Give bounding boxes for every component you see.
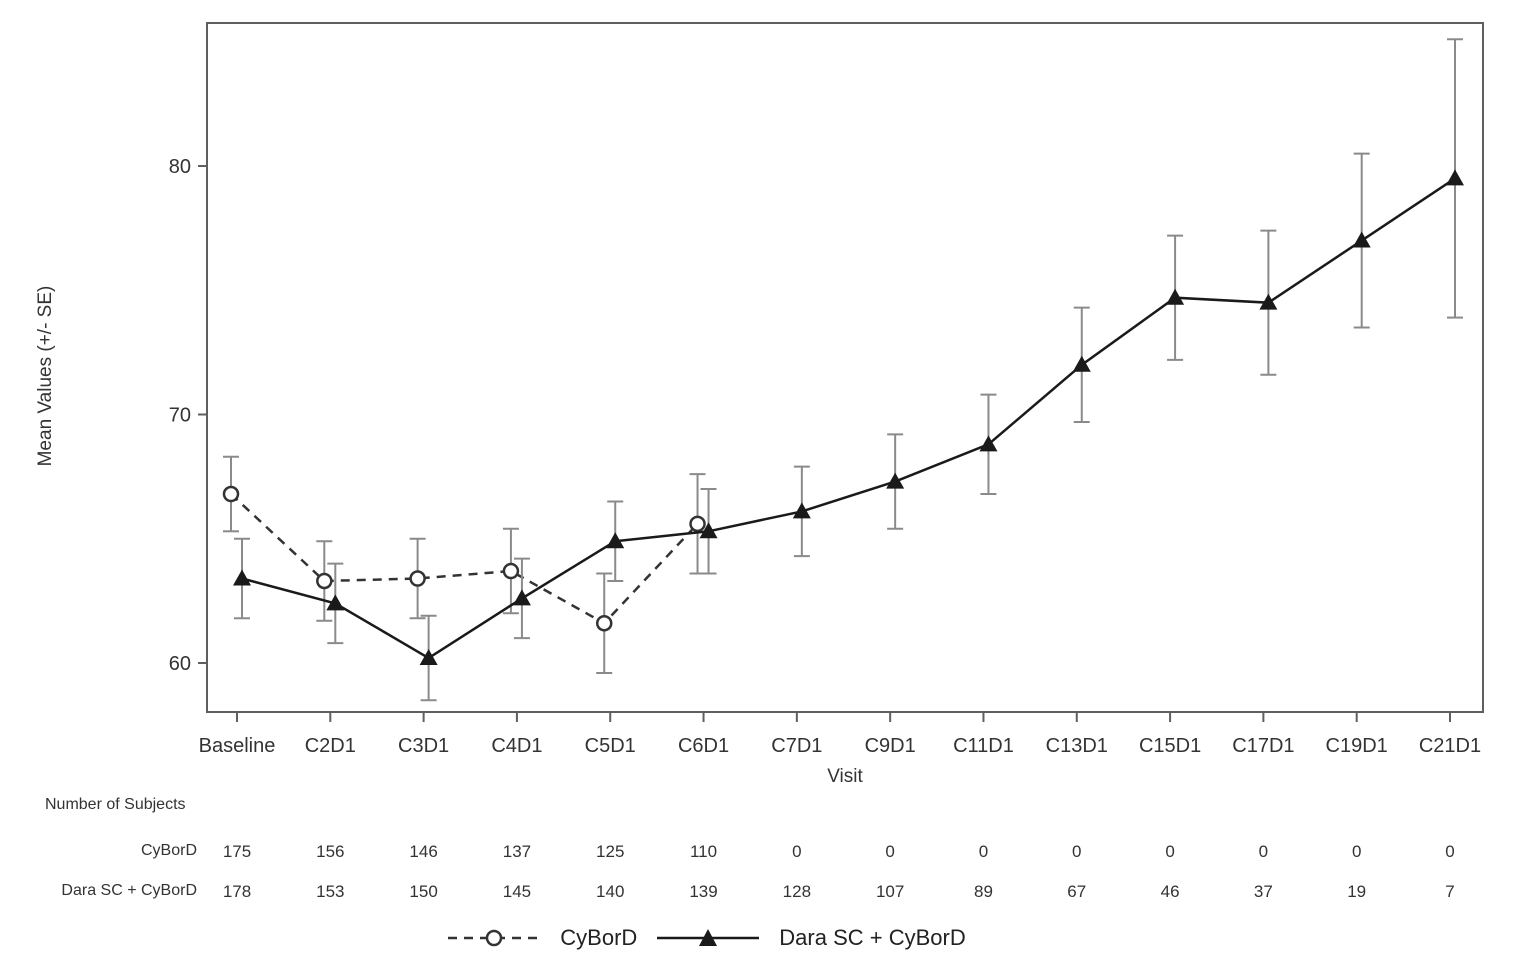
subject-count-cell: 110 [690,842,717,861]
x-tick-label: C15D1 [1139,735,1201,757]
subject-count-cell: 145 [503,882,531,901]
subject-count-cell: 178 [223,882,251,901]
x-tick-label: C2D1 [305,735,356,757]
cybord-legend-key [448,929,541,947]
open-circle-marker [595,614,613,632]
filled-triangle-marker [1352,231,1371,248]
subjects-table-header: Number of Subjects [45,796,186,813]
subjects-row-label-dara: Dara SC + CyBorD [61,882,197,899]
filled-triangle-marker [419,649,438,666]
open-circle-marker [316,572,333,590]
filled-triangle-marker [1166,288,1185,305]
subject-count-cell: 139 [689,882,717,901]
subject-count-cell: 137 [503,842,531,861]
x-tick-label: C11D1 [953,735,1014,757]
y-tick-label: 60 [169,653,191,675]
subject-count-cell: 0 [1352,842,1361,861]
legend-label-dara: Dara SC + CyBorD [779,925,966,950]
subjects-row-label-cybord: CyBorD [140,842,197,859]
filled-triangle-marker [792,502,811,519]
subject-count-cell: 0 [1165,842,1174,861]
filled-triangle-marker [233,569,251,586]
x-tick-label: Baseline [199,735,276,757]
y-tick-label: 80 [169,156,191,178]
subject-count-cell: 67 [1067,882,1086,901]
subject-count-cell: 175 [223,842,251,861]
subject-count-cell: 0 [979,842,988,861]
subject-count-cell: 19 [1347,882,1366,901]
legend-label-cybord: CyBorD [560,925,638,950]
dara-legend-key [657,929,760,946]
x-tick-label: C6D1 [678,735,729,757]
filled-triangle-marker [326,594,345,611]
subject-count-cell: 46 [1161,882,1180,901]
subject-count-cell: 128 [783,882,811,901]
subject-count-cell: 107 [876,882,904,901]
subject-count-cell: 7 [1445,882,1454,901]
subject-count-cell: 0 [1259,842,1268,861]
filled-triangle-marker [1072,355,1091,372]
plot-frame [206,22,1484,713]
filled-triangle-marker [512,589,531,606]
filled-triangle-icon [699,929,718,946]
subject-count-cell: 0 [1445,842,1454,861]
y-axis-label: Mean Values (+/- SE) [35,285,56,467]
filled-triangle-marker [1446,169,1464,186]
subject-count-cell: 156 [316,842,344,861]
subject-count-cell: 0 [792,842,801,861]
filled-triangle-marker [699,522,718,539]
subject-count-cell: 0 [1072,842,1081,861]
subject-count-cell: 146 [409,842,437,861]
filled-triangle-marker [979,435,998,452]
filled-triangle-marker [606,532,625,549]
subject-count-cell: 89 [974,882,993,901]
x-tick-label: C21D1 [1419,735,1481,757]
x-tick-label: C17D1 [1232,735,1294,757]
subject-count-cell: 150 [409,882,437,901]
filled-triangle-marker [886,472,905,489]
x-axis-label: Visit [827,766,863,787]
legend: CyBorD Dara SC + CyBorD [0,918,1530,958]
x-tick-label: C9D1 [865,735,916,757]
dara-series-line [241,177,1456,660]
x-tick-label: C4D1 [491,735,542,757]
subject-count-cell: 125 [596,842,624,861]
x-tick-label: C7D1 [771,735,822,757]
open-circle-marker [409,570,426,587]
x-tick-label: C13D1 [1046,735,1108,757]
y-tick-label: 70 [169,405,191,427]
open-circle-icon [486,929,503,947]
cybord-series-line [230,493,699,625]
x-tick-label: C5D1 [585,735,636,757]
subject-count-cell: 37 [1254,882,1273,901]
open-circle-marker [502,562,520,580]
subject-count-cell: 0 [885,842,894,861]
subject-count-cell: 153 [316,882,344,901]
x-tick-label: C19D1 [1326,735,1388,757]
x-tick-label: C3D1 [398,735,449,757]
open-circle-marker [222,485,240,503]
open-circle-marker [689,515,706,533]
subject-count-cell: 140 [596,882,624,901]
filled-triangle-marker [1259,293,1278,310]
